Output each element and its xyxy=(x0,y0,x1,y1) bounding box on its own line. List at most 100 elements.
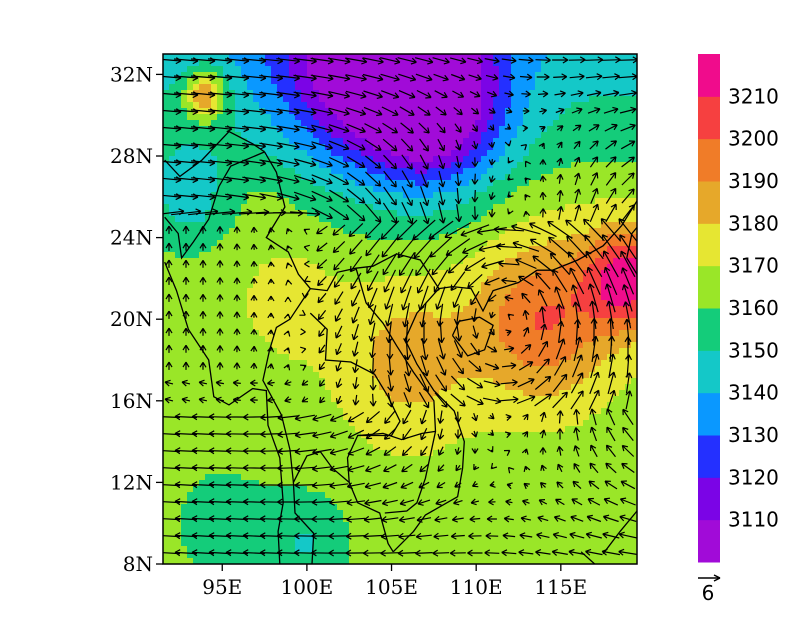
field-cell xyxy=(451,348,458,355)
field-cell xyxy=(283,300,290,307)
field-cell xyxy=(331,420,338,427)
field-cell xyxy=(307,150,314,157)
field-cell xyxy=(163,246,170,253)
field-cell xyxy=(385,444,392,451)
field-cell xyxy=(355,384,362,391)
field-cell xyxy=(223,282,230,289)
field-cell xyxy=(253,396,260,403)
field-cell xyxy=(367,486,374,493)
field-cell xyxy=(493,396,500,403)
field-cell xyxy=(469,72,476,79)
field-cell xyxy=(343,210,350,217)
field-cell xyxy=(349,534,356,541)
field-cell xyxy=(445,162,452,169)
field-cell xyxy=(367,402,374,409)
field-cell xyxy=(193,276,200,283)
field-cell xyxy=(415,330,422,337)
field-cell xyxy=(253,246,260,253)
field-cell xyxy=(451,228,458,235)
field-cell xyxy=(469,306,476,313)
field-cell xyxy=(343,450,350,457)
field-cell xyxy=(373,246,380,253)
field-cell xyxy=(223,240,230,247)
field-cell xyxy=(163,366,170,373)
field-cell xyxy=(391,516,398,523)
field-cell xyxy=(373,480,380,487)
field-cell xyxy=(229,240,236,247)
field-cell xyxy=(469,558,476,564)
field-cell xyxy=(319,228,326,235)
field-cell xyxy=(247,348,254,355)
field-cell xyxy=(475,186,482,193)
field-cell xyxy=(415,162,422,169)
field-cell xyxy=(481,216,488,223)
field-cell xyxy=(433,504,440,511)
field-cell xyxy=(307,324,314,331)
field-cell xyxy=(193,348,200,355)
field-cell xyxy=(235,558,242,564)
field-cell xyxy=(391,210,398,217)
field-cell xyxy=(379,498,386,505)
field-cell xyxy=(475,246,482,253)
field-cell xyxy=(445,246,452,253)
field-cell xyxy=(229,522,236,529)
field-cell xyxy=(463,66,470,73)
field-cell xyxy=(295,132,302,139)
field-cell xyxy=(379,276,386,283)
field-cell xyxy=(325,216,332,223)
field-cell xyxy=(367,66,374,73)
field-cell xyxy=(421,66,428,73)
field-cell xyxy=(253,558,260,564)
field-cell xyxy=(235,312,242,319)
field-cell xyxy=(487,342,494,349)
field-cell xyxy=(307,420,314,427)
field-cell xyxy=(223,198,230,205)
field-cell xyxy=(319,552,326,559)
field-cell xyxy=(247,354,254,361)
field-cell xyxy=(235,192,242,199)
field-cell xyxy=(181,78,188,85)
field-cell xyxy=(187,156,194,163)
field-cell xyxy=(223,510,230,517)
field-cell xyxy=(241,420,248,427)
field-cell xyxy=(469,216,476,223)
field-cell xyxy=(481,282,488,289)
field-cell xyxy=(169,384,176,391)
field-cell xyxy=(265,186,272,193)
field-cell xyxy=(229,384,236,391)
field-cell xyxy=(283,126,290,133)
field-cell xyxy=(457,288,464,295)
field-cell xyxy=(409,288,416,295)
field-cell xyxy=(403,270,410,277)
field-cell xyxy=(505,66,512,73)
field-cell xyxy=(223,96,230,103)
field-cell xyxy=(325,360,332,367)
field-cell xyxy=(397,90,404,97)
field-cell xyxy=(169,432,176,439)
field-cell xyxy=(355,234,362,241)
field-cell xyxy=(379,324,386,331)
field-cell xyxy=(247,426,254,433)
field-cell xyxy=(445,426,452,433)
field-cell xyxy=(445,522,452,529)
field-cell xyxy=(451,210,458,217)
field-cell xyxy=(277,252,284,259)
field-cell xyxy=(223,438,230,445)
field-cell xyxy=(187,432,194,439)
field-cell xyxy=(337,114,344,121)
field-cell xyxy=(193,168,200,175)
field-cell xyxy=(487,204,494,211)
field-cell xyxy=(505,114,512,121)
field-cell xyxy=(385,366,392,373)
field-cell xyxy=(487,120,494,127)
field-cell xyxy=(349,108,356,115)
field-cell xyxy=(367,198,374,205)
field-cell xyxy=(343,354,350,361)
field-cell xyxy=(283,360,290,367)
field-cell xyxy=(487,456,494,463)
field-cell xyxy=(409,324,416,331)
field-cell xyxy=(499,318,506,325)
field-cell xyxy=(277,528,284,535)
field-cell xyxy=(193,540,200,547)
field-cell xyxy=(361,552,368,559)
